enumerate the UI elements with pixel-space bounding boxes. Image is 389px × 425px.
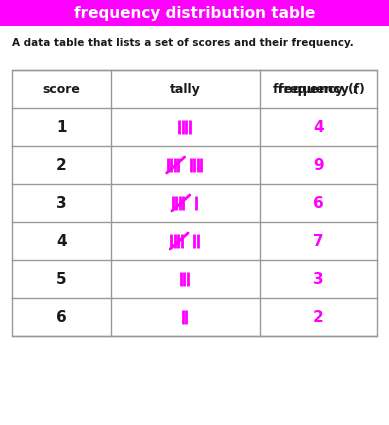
Text: 4: 4 (56, 233, 67, 249)
Text: 2: 2 (56, 158, 67, 173)
Text: 3: 3 (56, 196, 67, 210)
Text: 4: 4 (313, 119, 324, 134)
Text: tally: tally (170, 82, 201, 96)
Text: 9: 9 (313, 158, 324, 173)
Text: 6: 6 (313, 196, 324, 210)
Text: 1: 1 (56, 119, 67, 134)
Text: frequency ($\bfit{f}$): frequency ($\bfit{f}$) (272, 80, 365, 97)
Bar (0, 0, 389, 26)
Bar (12, 70, 377, 336)
Text: score: score (42, 82, 80, 96)
Text: 7: 7 (313, 233, 324, 249)
Text: frequency (: frequency ( (278, 82, 359, 96)
Text: frequency distribution table: frequency distribution table (74, 6, 315, 20)
Text: 3: 3 (313, 272, 324, 286)
Text: A data table that lists a set of scores and their frequency.: A data table that lists a set of scores … (12, 38, 354, 48)
Text: 6: 6 (56, 309, 67, 325)
Text: 2: 2 (313, 309, 324, 325)
Text: 5: 5 (56, 272, 67, 286)
